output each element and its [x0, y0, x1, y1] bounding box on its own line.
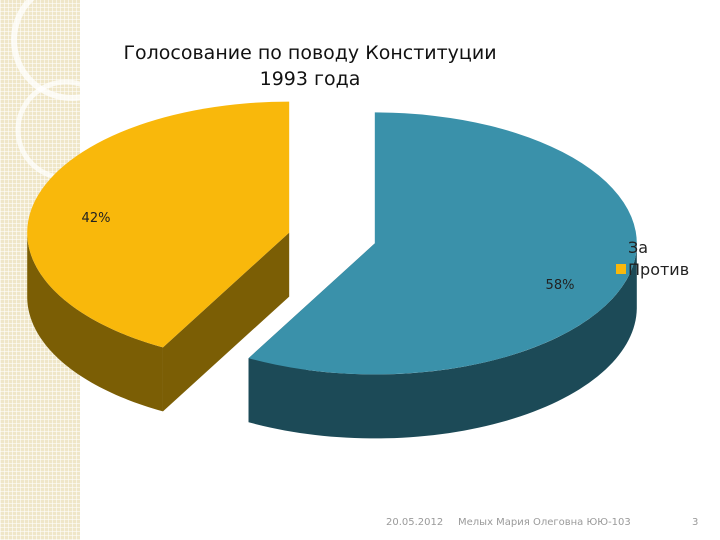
legend-label-za: За: [628, 237, 649, 257]
legend-item-protiv: Против: [616, 258, 689, 280]
pie-slice-protiv: [27, 101, 290, 412]
chart-title: Голосование по поводу Конституции 1993 г…: [123, 42, 497, 90]
legend-swatch-za: [616, 242, 626, 252]
pie-slice-top-za: [248, 112, 637, 375]
pie-slice-side-protiv-0: [27, 234, 163, 412]
pie-slice-wall-protiv-0: [162, 232, 290, 412]
pie-slice-top-protiv: [27, 101, 290, 348]
data-label-za: 58%: [546, 278, 575, 293]
data-label-protiv: 42%: [82, 211, 111, 226]
legend: За Против: [616, 236, 689, 280]
pie-slice-side-za-0: [248, 244, 637, 439]
pie-slice-za: [248, 112, 637, 439]
legend-label-protiv: Против: [628, 259, 690, 279]
footer-page-number: 3: [692, 517, 699, 528]
footer-date: 20.05.2012: [386, 517, 444, 528]
footer-author: Мелых Мария Олеговна ЮЮ-103: [458, 517, 631, 528]
legend-swatch-protiv: [616, 264, 626, 274]
legend-item-za: За: [616, 236, 689, 258]
